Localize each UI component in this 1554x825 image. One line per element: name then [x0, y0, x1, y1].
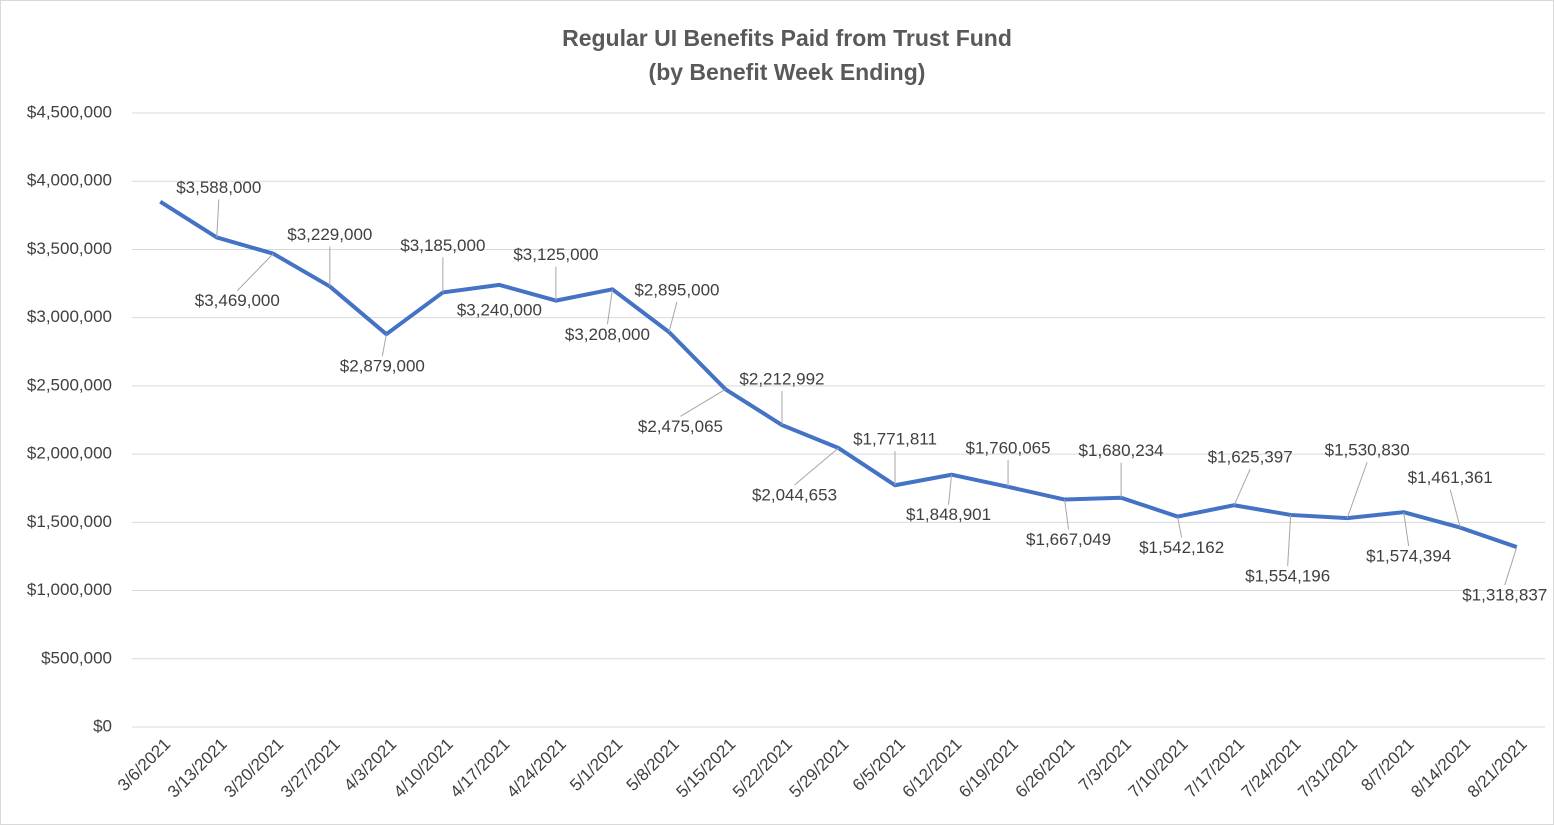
- data-label: $3,588,000: [176, 178, 261, 197]
- data-label: $1,530,830: [1325, 441, 1410, 460]
- y-tick-label: $0: [93, 716, 112, 735]
- data-label: $2,044,653: [752, 486, 837, 505]
- leader-line: [680, 388, 726, 417]
- data-label: $3,469,000: [195, 291, 280, 310]
- data-label: $1,574,394: [1366, 547, 1451, 566]
- data-label: $1,318,837: [1462, 586, 1547, 605]
- y-tick-label: $2,500,000: [27, 375, 112, 394]
- data-label: $1,760,065: [966, 438, 1051, 457]
- leader-line: [1403, 512, 1410, 547]
- chart-title: Regular UI Benefits Paid from Trust Fund: [562, 25, 1012, 51]
- y-tick-label: $500,000: [41, 648, 112, 667]
- y-tick-label: $4,500,000: [27, 102, 112, 121]
- data-label: $1,680,234: [1079, 441, 1164, 460]
- data-label: $1,625,397: [1208, 448, 1293, 467]
- leader-line: [236, 253, 274, 292]
- leader-line: [1504, 546, 1518, 586]
- y-tick-label: $3,500,000: [27, 239, 112, 258]
- data-label: $3,229,000: [287, 225, 372, 244]
- data-label: $1,461,361: [1408, 468, 1493, 487]
- leader-line: [794, 447, 839, 486]
- data-label: $2,212,992: [739, 370, 824, 389]
- y-tick-label: $1,500,000: [27, 512, 112, 531]
- leader-line: [1449, 489, 1461, 528]
- data-label: $2,895,000: [634, 280, 719, 299]
- leader-line: [668, 301, 678, 333]
- data-label: $1,848,901: [906, 505, 991, 524]
- leader-line: [1233, 469, 1251, 506]
- leader-line: [1287, 514, 1292, 566]
- leader-line: [381, 334, 387, 357]
- data-label: $1,771,811: [853, 430, 937, 449]
- data-label: $1,542,162: [1139, 538, 1224, 557]
- leader-line: [1064, 499, 1070, 530]
- data-label: $1,667,049: [1026, 530, 1111, 549]
- data-label: $3,125,000: [513, 245, 598, 264]
- leader-line: [606, 289, 613, 325]
- y-tick-label: $4,000,000: [27, 171, 112, 190]
- y-tick-label: $3,000,000: [27, 307, 112, 326]
- leader-line: [216, 199, 220, 238]
- data-label: $3,185,000: [400, 236, 485, 255]
- leader-line: [1177, 516, 1183, 538]
- leader-line: [948, 474, 953, 505]
- data-label: $2,475,065: [638, 417, 723, 436]
- y-tick-label: $2,000,000: [27, 444, 112, 463]
- y-tick-label: $1,000,000: [27, 580, 112, 599]
- data-label: $2,879,000: [340, 357, 425, 376]
- data-label: $3,208,000: [565, 325, 650, 344]
- data-label: $1,554,196: [1245, 566, 1330, 585]
- chart-subtitle: (by Benefit Week Ending): [649, 59, 926, 85]
- data-label: $3,240,000: [457, 300, 542, 319]
- leader-line: [1346, 461, 1368, 519]
